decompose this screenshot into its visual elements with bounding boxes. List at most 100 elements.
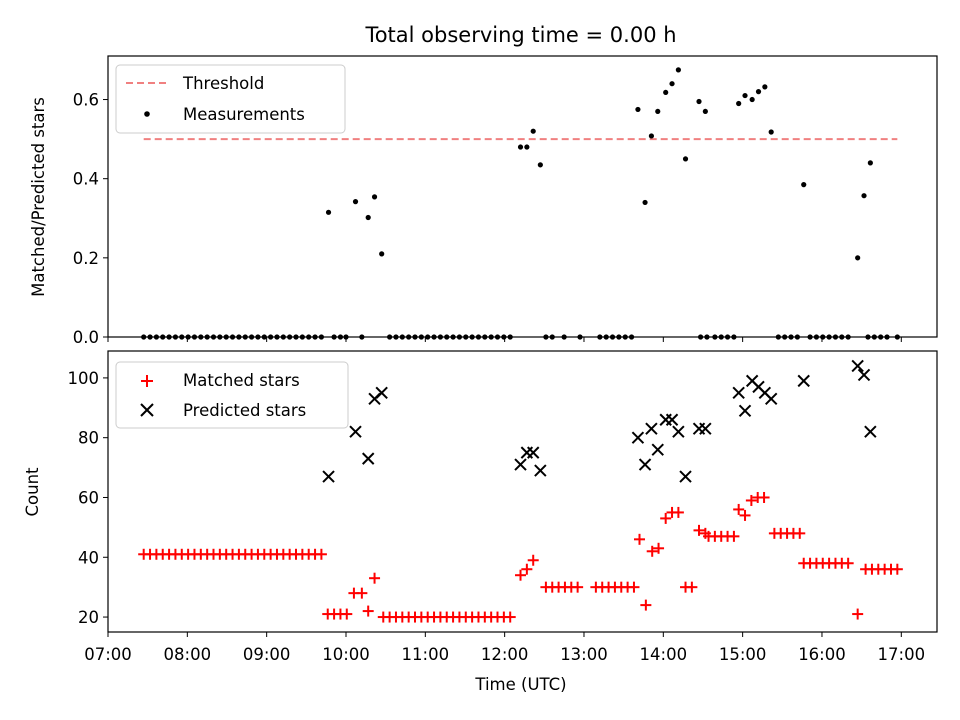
predicted-star-marker: [764, 392, 778, 406]
measurement-point: [517, 144, 524, 150]
ratio-y-axis: 0.0 0.2 0.4 0.6: [73, 91, 108, 347]
predicted-marker-d2: [322, 470, 335, 483]
legend-matched-swatch: [141, 375, 153, 387]
x-tick-label: 16:00: [798, 645, 846, 664]
measurement-point: [855, 255, 861, 261]
measurement-point: [742, 92, 748, 99]
ratio-legend: Threshold Measurements: [115, 64, 346, 134]
matched-star-marker: [660, 512, 672, 524]
matched-star-marker: [504, 611, 516, 623]
ratio-y-tick-label: 0.6: [73, 91, 99, 110]
count-plot-area: [138, 359, 903, 623]
measurement-point: [379, 251, 385, 257]
legend-measurements-label: Measurements: [183, 105, 305, 124]
ratio-panel: Total observing time = 0.00 h 0.00.20.40…: [29, 23, 938, 347]
matched-star-marker: [693, 524, 705, 536]
predicted-star-marker: [864, 425, 877, 438]
x-tick-label: 14:00: [640, 645, 688, 664]
matched-star-marker: [640, 599, 652, 611]
x-tick-label: 07:00: [84, 645, 132, 664]
predicted-star-marker: [375, 386, 388, 400]
measurement-point: [682, 156, 689, 162]
predicted-marker-d2: [738, 404, 752, 417]
measurement-point: [861, 193, 867, 199]
count-y-tick-label: 40: [78, 548, 99, 567]
matched-star-marker: [341, 608, 353, 620]
predicted-marker-d2: [645, 422, 658, 435]
matched-star-marker: [634, 533, 646, 545]
count-y-tick-label: 100: [68, 369, 100, 388]
predicted-star-marker: [738, 404, 752, 417]
matched-star-marker: [515, 569, 527, 581]
matched-star-marker: [572, 581, 584, 593]
predicted-star-marker: [851, 359, 864, 373]
predicted-marker-d2: [534, 464, 547, 477]
measurement-point: [648, 133, 655, 139]
matched-star-marker: [362, 605, 374, 617]
ratio-y-tick-label: 0.0: [73, 328, 99, 347]
predicted-marker-d2: [375, 386, 388, 400]
ratio-y-tick-label: 0.2: [73, 249, 99, 268]
predicted-marker-d2: [679, 470, 692, 483]
matched-star-marker: [733, 503, 745, 515]
measurement-point: [655, 108, 661, 115]
measurement-point: [755, 89, 762, 95]
legend-predicted-swatch: [140, 403, 154, 417]
predicted-star-marker: [361, 452, 375, 465]
legend-threshold-label: Threshold: [182, 74, 264, 93]
count-legend-box: [115, 361, 349, 429]
x-tick-label: 15:00: [719, 645, 767, 664]
ratio-axes-frame: [107, 55, 938, 338]
measurement-point: [801, 182, 807, 188]
ratio-legend-box: [115, 64, 346, 134]
predicted-star-marker: [665, 413, 679, 426]
predicted-marker-d2: [527, 446, 540, 459]
ratio-plot-area: [141, 67, 900, 340]
count-y-tick-label: 20: [78, 608, 99, 627]
legend-matched-label: Matched stars: [183, 371, 300, 390]
chart-title: Total observing time = 0.00 h: [364, 23, 676, 47]
count-y-axis-label: Count: [23, 467, 42, 517]
x-tick-label: 17:00: [878, 645, 926, 664]
matched-star-marker: [628, 581, 640, 593]
matched-star-marker: [315, 548, 327, 560]
predicted-marker-d2: [699, 422, 712, 435]
predicted-marker-d2: [732, 386, 745, 400]
measurement-point: [768, 129, 774, 135]
legend-predicted-label: Predicted stars: [183, 401, 306, 420]
measurement-point: [530, 128, 536, 134]
matched-star-marker: [686, 581, 698, 593]
predicted-star-marker: [514, 458, 527, 471]
measurement-point: [365, 214, 371, 221]
predicted-marker-d2: [857, 368, 871, 382]
measurement-point: [524, 144, 530, 150]
predicted-star-marker: [645, 422, 658, 435]
matched-star-marker: [794, 527, 806, 539]
matched-star-marker: [842, 557, 854, 569]
matched-star-marker: [852, 608, 864, 620]
predicted-marker-d2: [764, 392, 778, 406]
matched-star-marker: [758, 491, 770, 503]
x-tick-label: 10:00: [322, 645, 370, 664]
predicted-star-marker: [679, 470, 692, 483]
ratio-x-axis: [107, 337, 902, 342]
count-y-tick-label: 80: [78, 429, 99, 448]
measurement-point: [642, 199, 648, 206]
matched-star-marker: [739, 509, 751, 521]
measurement-point: [352, 199, 359, 205]
x-tick-label: 11:00: [402, 645, 450, 664]
matched-star-marker: [699, 527, 711, 539]
predicted-star-marker: [651, 443, 664, 456]
count-x-axis: 07:00 08:00 09:00 10:00 11:00 12:00 13:00 14:00…: [84, 632, 925, 664]
ratio-y-tick-label: 0.4: [73, 170, 99, 189]
matched-star-marker: [521, 563, 533, 575]
matched-star-marker: [653, 542, 665, 554]
predicted-marker-d2: [361, 452, 375, 465]
predicted-marker-d2: [638, 458, 652, 471]
predicted-star-marker: [797, 374, 810, 388]
predicted-marker-d2: [745, 374, 759, 388]
legend-measurements-swatch: [144, 111, 150, 117]
measurement-point: [675, 67, 681, 73]
matched-star-marker: [646, 545, 658, 557]
predicted-marker-d2: [631, 431, 645, 444]
